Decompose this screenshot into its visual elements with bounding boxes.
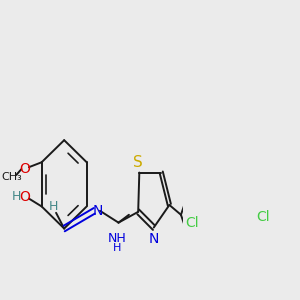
Text: O: O	[19, 190, 30, 204]
Text: O: O	[20, 162, 30, 176]
Text: H: H	[11, 190, 21, 203]
Text: CH₃: CH₃	[2, 172, 22, 182]
Text: N: N	[148, 232, 159, 246]
Text: Cl: Cl	[256, 210, 270, 224]
Text: S: S	[133, 155, 143, 170]
Text: NH: NH	[108, 232, 127, 245]
Text: H: H	[113, 243, 122, 253]
Text: N: N	[92, 204, 103, 218]
Text: H: H	[49, 200, 58, 213]
Text: Cl: Cl	[186, 216, 199, 230]
